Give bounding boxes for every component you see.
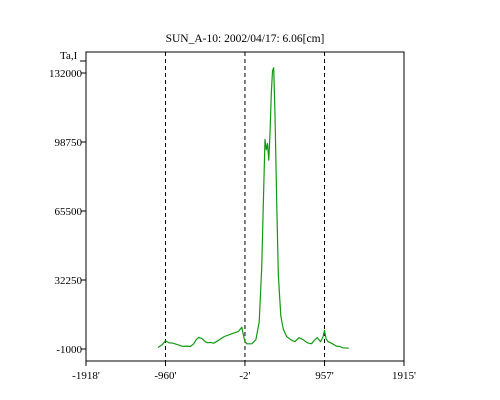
x-tick-label: -1918': [72, 370, 100, 382]
reference-lines: [164, 52, 326, 361]
y-axis-label: Ta,I: [60, 50, 78, 62]
x-tick-label: -960': [154, 370, 176, 382]
y-tick-label: 98750: [55, 137, 83, 149]
y-tick-label: 132000: [49, 68, 83, 80]
x-tick-label: 1915': [392, 370, 416, 382]
y-tick-label: 32250: [55, 275, 83, 287]
y-tick-label: -1000: [56, 344, 82, 356]
x-axis: -1918' -960' -2' 957' 1915': [72, 361, 416, 382]
chart-title: SUN_A-10: 2002/04/17: 6.06[cm]: [166, 33, 325, 45]
y-axis: -1000 32250 65500 98750 132000: [49, 68, 86, 356]
series-line: [157, 67, 349, 349]
x-tick-label: 957': [315, 370, 334, 382]
x-tick-label: -2': [239, 370, 250, 382]
series-group: [157, 67, 349, 349]
y-tick-label: 65500: [55, 206, 83, 218]
